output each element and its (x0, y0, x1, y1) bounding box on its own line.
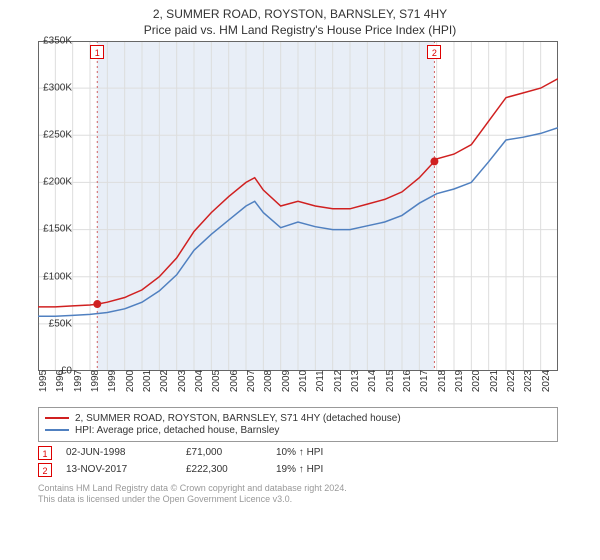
y-tick-label: £300K (43, 82, 72, 93)
event-date: 13-NOV-2017 (66, 464, 186, 475)
event-marker-icon: 2 (38, 463, 52, 477)
legend: 2, SUMMER ROAD, ROYSTON, BARNSLEY, S71 4… (38, 407, 558, 442)
x-tick-label: 2006 (229, 370, 240, 392)
x-tick-label: 2005 (211, 370, 222, 392)
chart-container: 2, SUMMER ROAD, ROYSTON, BARNSLEY, S71 4… (0, 0, 600, 560)
y-tick-label: £50K (49, 318, 72, 329)
legend-row: HPI: Average price, detached house, Barn… (45, 425, 551, 436)
x-tick-label: 1999 (107, 370, 118, 392)
y-tick-label: £250K (43, 130, 72, 141)
x-tick-label: 2002 (159, 370, 170, 392)
legend-swatch (45, 417, 69, 419)
x-tick-label: 2018 (437, 370, 448, 392)
x-tick-label: 2007 (246, 370, 257, 392)
chart-title: 2, SUMMER ROAD, ROYSTON, BARNSLEY, S71 4… (0, 0, 600, 23)
x-tick-label: 1995 (38, 370, 49, 392)
x-tick-label: 2012 (333, 370, 344, 392)
x-tick-label: 2019 (454, 370, 465, 392)
events-table: 1 02-JUN-1998£71,00010% ↑ HPI 2 13-NOV-2017… (38, 446, 590, 477)
x-tick-label: 2017 (419, 370, 430, 392)
legend-row: 2, SUMMER ROAD, ROYSTON, BARNSLEY, S71 4… (45, 413, 551, 424)
footer: Contains HM Land Registry data © Crown c… (38, 483, 590, 506)
legend-label: 2, SUMMER ROAD, ROYSTON, BARNSLEY, S71 4… (75, 413, 401, 424)
x-tick-label: 2021 (489, 370, 500, 392)
footer-line1: Contains HM Land Registry data © Crown c… (38, 483, 590, 495)
footer-line2: This data is licensed under the Open Gov… (38, 494, 590, 506)
x-tick-label: 2014 (367, 370, 378, 392)
x-tick-label: 2003 (177, 370, 188, 392)
x-tick-label: 1998 (90, 370, 101, 392)
event-marker-2: 2 (427, 45, 441, 59)
x-tick-label: 2010 (298, 370, 309, 392)
x-tick-label: 1996 (55, 370, 66, 392)
chart-area: £0£50K£100K£150K£200K£250K£300K£350K 199… (38, 41, 598, 401)
chart-subtitle: Price paid vs. HM Land Registry's House … (0, 23, 600, 41)
event-row: 2 13-NOV-2017£222,30019% ↑ HPI (38, 463, 590, 477)
legend-swatch (45, 429, 69, 431)
event-marker-icon: 1 (38, 446, 52, 460)
x-tick-label: 1997 (73, 370, 84, 392)
x-tick-label: 2013 (350, 370, 361, 392)
y-tick-label: £150K (43, 224, 72, 235)
y-tick-label: £200K (43, 177, 72, 188)
event-delta: 10% ↑ HPI (276, 447, 366, 458)
event-price: £222,300 (186, 464, 276, 475)
event-row: 1 02-JUN-1998£71,00010% ↑ HPI (38, 446, 590, 460)
x-tick-label: 2000 (125, 370, 136, 392)
event-date: 02-JUN-1998 (66, 447, 186, 458)
y-tick-label: £100K (43, 271, 72, 282)
x-tick-label: 2020 (471, 370, 482, 392)
x-tick-label: 2009 (281, 370, 292, 392)
event-marker-1: 1 (90, 45, 104, 59)
x-tick-label: 2004 (194, 370, 205, 392)
x-tick-label: 2011 (315, 370, 326, 392)
x-tick-label: 2015 (385, 370, 396, 392)
x-tick-label: 2023 (523, 370, 534, 392)
x-tick-label: 2008 (263, 370, 274, 392)
x-tick-label: 2001 (142, 370, 153, 392)
event-delta: 19% ↑ HPI (276, 464, 366, 475)
x-tick-label: 2016 (402, 370, 413, 392)
y-tick-label: £350K (43, 35, 72, 46)
chart-plot (38, 41, 558, 371)
x-tick-label: 2022 (506, 370, 517, 392)
legend-label: HPI: Average price, detached house, Barn… (75, 425, 279, 436)
x-tick-label: 2024 (541, 370, 552, 392)
event-price: £71,000 (186, 447, 276, 458)
